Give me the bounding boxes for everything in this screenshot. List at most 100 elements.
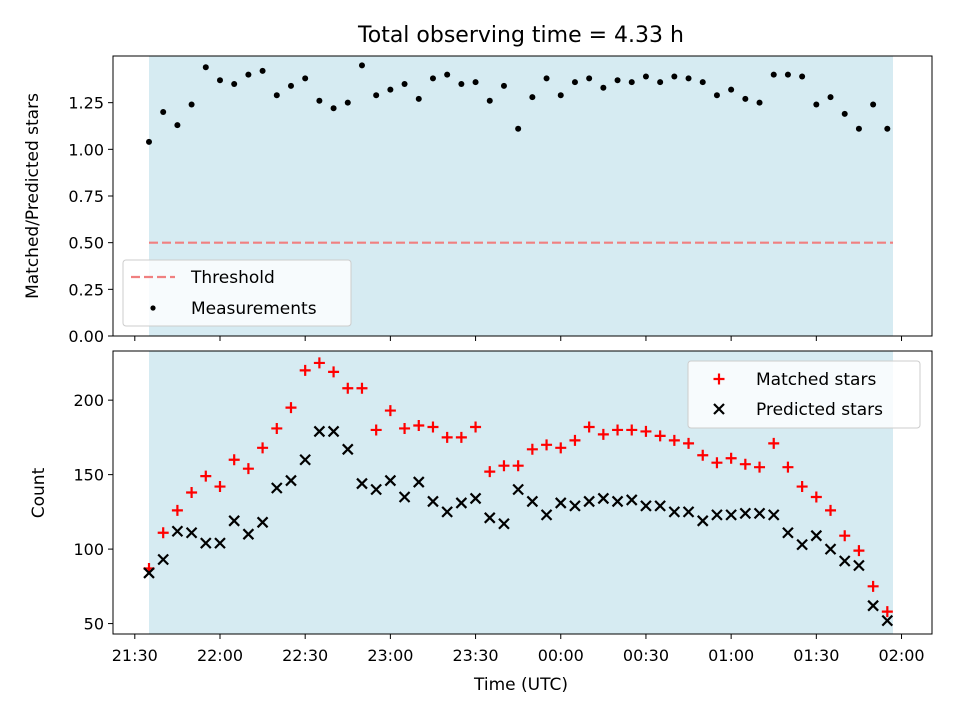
predicted-legend-swatch	[713, 403, 725, 415]
measurement-point	[728, 86, 735, 93]
predicted-star-point	[370, 483, 382, 496]
predicted-star-point	[725, 509, 737, 521]
measurement-point	[387, 86, 394, 93]
threshold-legend-label: Threshold	[190, 268, 275, 288]
matched-star-point	[399, 422, 411, 434]
matched-legend-label: Matched stars	[756, 370, 876, 390]
measurement-point	[685, 75, 692, 82]
matched-star-point	[242, 463, 254, 475]
predicted-star-point	[327, 425, 340, 438]
chart-title: Total observing time = 4.33 h	[357, 23, 684, 48]
matched-star-point	[285, 402, 297, 414]
predicted-legend-label: Predicted stars	[756, 400, 883, 420]
bottom-y-tick-label: 150	[73, 466, 104, 485]
predicted-star-point	[569, 500, 581, 512]
matched-star-point	[186, 487, 198, 498]
matched-star-point	[612, 424, 624, 436]
matched-star-point	[214, 481, 226, 493]
measurement-point	[855, 125, 862, 132]
predicted-star-point	[810, 529, 823, 542]
matched-star-point	[683, 437, 695, 449]
top-y-tick-label: 0.25	[68, 280, 104, 299]
predicted-star-point	[469, 492, 482, 505]
predicted-star-point	[256, 516, 269, 529]
bottom-y-tick-label: 200	[73, 391, 104, 410]
matched-star-point	[754, 461, 766, 473]
measurement-point	[316, 97, 323, 104]
matched-star-point	[342, 382, 354, 394]
predicted-star-point	[356, 477, 368, 490]
predicted-star-point	[853, 559, 865, 572]
matched-star-point	[839, 530, 851, 542]
matched-star-point	[484, 466, 496, 478]
matched-star-point	[356, 382, 368, 394]
x-tick-label: 00:00	[538, 646, 584, 665]
x-tick-label: 00:30	[623, 646, 669, 665]
measurement-point	[330, 105, 337, 112]
predicted-star-point	[824, 543, 837, 555]
matched-star-point	[583, 421, 595, 433]
measurement-point	[358, 62, 365, 69]
matched-star-point	[441, 431, 453, 443]
predicted-star-point	[483, 512, 496, 524]
predicted-star-point	[384, 474, 397, 487]
predicted-star-point	[299, 453, 311, 466]
measurement-point	[770, 71, 777, 78]
measurement-point	[628, 79, 635, 86]
x-tick-label: 23:30	[453, 646, 499, 665]
matched-star-point	[555, 442, 567, 454]
predicted-star-point	[398, 491, 411, 503]
measurement-point	[415, 95, 422, 102]
top-y-tick-label: 1.00	[68, 140, 104, 159]
measurement-point	[287, 82, 294, 89]
bottom-legend: Matched stars Predicted stars	[687, 360, 921, 429]
top-y-tick-label: 0.00	[68, 327, 104, 346]
matched-star-point	[597, 428, 609, 440]
predicted-star-point	[654, 500, 666, 512]
predicted-star-point	[597, 492, 610, 505]
measurement-point	[614, 77, 621, 84]
bottom-y-axis-label: Count	[29, 467, 49, 518]
measurement-point	[600, 84, 607, 91]
measurement-point	[657, 79, 664, 86]
measurement-point	[500, 82, 507, 89]
predicted-star-point	[625, 494, 638, 506]
matched-star-point	[668, 434, 680, 446]
measurement-point	[160, 109, 167, 115]
predicted-star-point	[185, 526, 198, 539]
bottom-plot-frame	[112, 350, 933, 635]
measurement-point	[884, 125, 891, 132]
measurement-point	[216, 77, 223, 84]
predicted-star-point	[753, 507, 766, 520]
bottom-y-tick-label: 100	[73, 540, 104, 559]
top-y-tick-label: 0.50	[68, 234, 104, 253]
matched-star-point	[157, 527, 169, 539]
measurement-point	[174, 122, 181, 129]
predicted-star-point	[739, 507, 752, 520]
predicted-star-point	[200, 537, 212, 549]
predicted-star-point	[782, 526, 794, 539]
top-y-axis-label: Matched/Predicted stars	[23, 93, 43, 299]
predicted-star-point	[767, 509, 780, 521]
measurement-point	[231, 81, 238, 87]
matched-star-point	[384, 405, 396, 417]
x-axis-label: Time (UTC)	[473, 675, 568, 695]
predicted-star-point	[498, 518, 510, 530]
matched-star-point	[825, 504, 837, 516]
measurement-point	[557, 92, 564, 99]
ratio-panel: 0.00 0.25 0.50 0.75 1.00 1.25 Threshold Measure…	[68, 55, 933, 346]
matched-star-point	[370, 424, 382, 436]
matched-star-point	[569, 434, 581, 446]
measurement-point	[870, 101, 877, 108]
bottom-y-tick-label: 50	[84, 615, 104, 634]
predicted-star-point	[668, 506, 681, 518]
matched-star-point	[498, 460, 510, 472]
predicted-star-point	[271, 482, 283, 494]
matched-star-point	[768, 437, 780, 449]
measurement-point	[302, 75, 309, 82]
measurement-point	[401, 81, 408, 87]
matched-star-point	[739, 458, 751, 470]
predicted-star-point	[696, 515, 709, 527]
predicted-star-point	[881, 614, 894, 627]
